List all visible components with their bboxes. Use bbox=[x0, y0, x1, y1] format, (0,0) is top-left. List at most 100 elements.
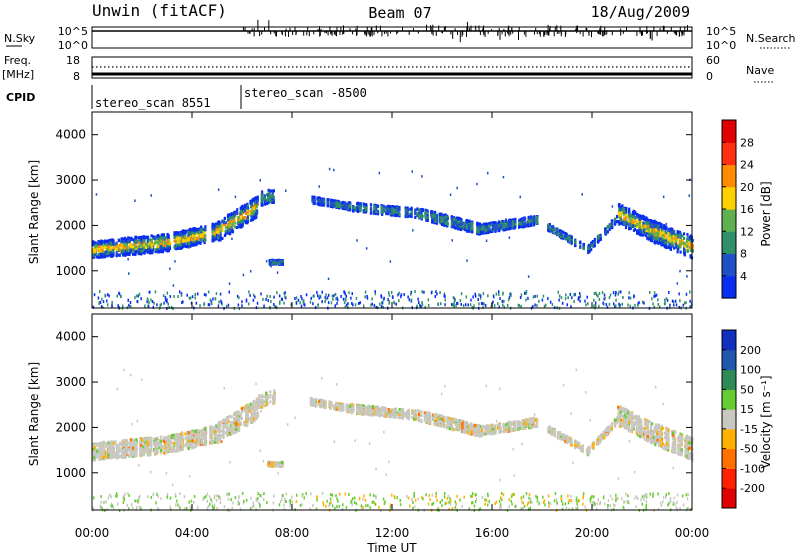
range-gate-cell bbox=[480, 230, 483, 234]
range-gate-cell bbox=[397, 213, 401, 216]
range-gate-cell bbox=[178, 233, 182, 237]
range-gate-cell bbox=[106, 243, 109, 247]
range-gate-cell bbox=[661, 234, 664, 238]
range-gate-cell bbox=[246, 217, 249, 220]
ground-scatter-cell bbox=[421, 303, 424, 307]
range-gate-cell bbox=[559, 231, 563, 235]
range-gate-cell bbox=[617, 212, 621, 215]
range-gate-cell bbox=[530, 219, 533, 223]
range-gate-cell bbox=[397, 208, 401, 212]
nsearch-bar bbox=[536, 31, 538, 35]
range-gate-cell bbox=[192, 232, 195, 235]
range-gate-cell bbox=[110, 248, 114, 252]
range-gate-cell bbox=[173, 235, 176, 239]
ground-scatter-cell bbox=[128, 303, 130, 307]
range-gate-cell bbox=[173, 245, 176, 249]
range-gate-cell bbox=[173, 233, 176, 237]
ground-scatter-cell bbox=[336, 298, 339, 302]
nsky-bar bbox=[468, 27, 470, 31]
range-gate-cell bbox=[661, 228, 664, 231]
ground-scatter-cell bbox=[614, 305, 616, 309]
nsearch-bar bbox=[641, 31, 642, 36]
nsky-bar bbox=[268, 20, 270, 31]
ground-scatter-cell bbox=[400, 293, 403, 297]
range-gate-cell bbox=[494, 221, 497, 225]
range-gate-cell bbox=[519, 218, 522, 222]
range-gate-cell bbox=[167, 246, 170, 250]
range-gate-cell bbox=[480, 226, 483, 230]
ground-scatter-cell bbox=[642, 300, 644, 304]
range-gate-cell bbox=[369, 203, 373, 207]
ground-scatter-cell bbox=[570, 305, 572, 309]
nsky-bar bbox=[432, 24, 434, 31]
nsearch-bar bbox=[484, 31, 486, 37]
range-gate-cell bbox=[679, 235, 682, 239]
range-gate-cell bbox=[650, 219, 653, 223]
range-gate-cell bbox=[686, 246, 689, 250]
ground-scatter-cell bbox=[164, 295, 167, 299]
ground-scatter-cell bbox=[344, 292, 346, 296]
range-gate-cell bbox=[138, 247, 141, 251]
range-gate-cell bbox=[239, 225, 242, 228]
ground-scatter-cell bbox=[220, 299, 222, 303]
range-gate-cell bbox=[570, 236, 573, 240]
range-gate-cell bbox=[487, 224, 490, 228]
range-gate-cell bbox=[128, 238, 132, 242]
nsearch-bar bbox=[544, 31, 546, 35]
ground-scatter-cell bbox=[343, 290, 345, 294]
range-gate-cell bbox=[215, 230, 218, 234]
nsearch-bar bbox=[435, 31, 437, 36]
range-gate-cell bbox=[679, 250, 682, 254]
range-gate-cell bbox=[189, 236, 192, 240]
range-gate-cell bbox=[100, 245, 103, 249]
range-gate-cell bbox=[266, 193, 269, 197]
range-gate-cell bbox=[660, 243, 663, 247]
nsky-bar bbox=[430, 25, 432, 31]
nsky-bar bbox=[242, 27, 244, 31]
range-gate-cell bbox=[103, 250, 107, 254]
range-gate-cell bbox=[565, 237, 568, 241]
range-gate-cell bbox=[532, 216, 536, 220]
ground-scatter-cell bbox=[93, 293, 96, 297]
ground-scatter-cell bbox=[309, 300, 312, 304]
ground-scatter-cell bbox=[217, 304, 220, 308]
range-gate-cell bbox=[373, 204, 376, 208]
range-gate-cell bbox=[92, 255, 95, 259]
range-gate-cell bbox=[228, 222, 231, 226]
range-gate-cell bbox=[359, 209, 362, 213]
range-gate-cell bbox=[228, 228, 231, 232]
nsearch-bar bbox=[373, 31, 375, 35]
range-gate-cell bbox=[106, 247, 109, 251]
range-gate-cell bbox=[628, 215, 631, 219]
range-gate-cell bbox=[95, 244, 98, 248]
range-gate-cell bbox=[463, 226, 466, 230]
ground-scatter-cell bbox=[381, 301, 384, 305]
range-gate-cell bbox=[224, 221, 227, 225]
nsearch-bar bbox=[588, 31, 590, 36]
range-gate-cell bbox=[375, 205, 378, 209]
ground-scatter-cell bbox=[336, 302, 338, 306]
range-gate-cell bbox=[197, 233, 200, 237]
ground-scatter-cell bbox=[601, 291, 604, 295]
range-gate-cell bbox=[241, 218, 244, 222]
range-gate-cell bbox=[604, 230, 607, 234]
range-gate-cell bbox=[223, 234, 226, 237]
range-gate-cell bbox=[641, 217, 644, 220]
range-gate-cell bbox=[668, 245, 671, 249]
range-gate-cell bbox=[656, 229, 659, 233]
nsearch-bar bbox=[683, 31, 685, 36]
freq-unit-label: [MHz] bbox=[2, 68, 34, 81]
ground-scatter-cell bbox=[684, 301, 686, 305]
ground-scatter-cell bbox=[525, 289, 528, 293]
nsearch-bar bbox=[292, 31, 294, 35]
ground-scatter-cell bbox=[424, 305, 426, 309]
range-gate-cell bbox=[241, 207, 244, 210]
range-gate-cell bbox=[416, 212, 419, 216]
range-gate-cell bbox=[547, 223, 550, 227]
range-gate-cell bbox=[527, 215, 530, 219]
range-gate-cell bbox=[579, 241, 582, 245]
range-gate-cell bbox=[221, 228, 224, 232]
range-gate-cell bbox=[670, 236, 674, 239]
range-gate-cell bbox=[132, 245, 135, 249]
ground-scatter-cell bbox=[146, 297, 149, 301]
